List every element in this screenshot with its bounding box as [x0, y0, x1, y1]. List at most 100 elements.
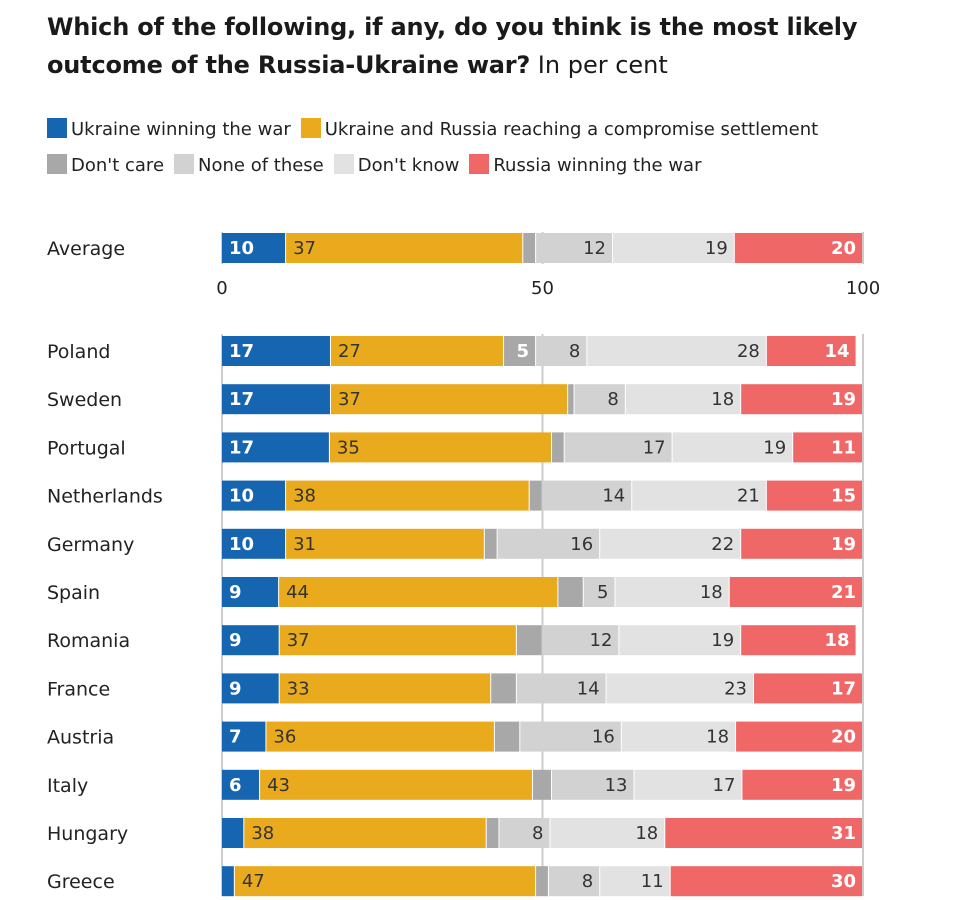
row-sweden-bar-dont_care — [568, 384, 574, 415]
row-portugal-label: Portugal — [47, 437, 126, 459]
legend-label-dont_care: Don't care — [71, 155, 165, 176]
row-austria-value-dont_know: 18 — [706, 727, 729, 748]
row-poland-value-none: 8 — [569, 341, 580, 362]
row-poland-bar-ukraine — [222, 336, 330, 366]
row-france-bar-ukraine — [222, 673, 279, 704]
row-italy-bar-ukraine — [222, 769, 260, 800]
row-hungary-value-none: 8 — [532, 823, 543, 844]
row-spain-bar-none — [583, 577, 615, 607]
row-sweden-value-russia: 19 — [831, 389, 856, 410]
row-italy-value-none: 13 — [605, 775, 628, 796]
row-netherlands-bar-dont_know — [632, 480, 766, 511]
legend-label-russia: Russia winning the war — [493, 155, 702, 176]
row-austria-value-ukraine: 7 — [229, 727, 242, 748]
row-greece-bar-dont_know — [600, 866, 670, 897]
row-romania-value-dont_know: 19 — [711, 630, 734, 651]
row-greece-bar-ukraine — [222, 866, 234, 897]
row-france-value-russia: 17 — [831, 678, 856, 699]
row-italy-label: Italy — [47, 775, 88, 797]
row-average-bar-compromise — [286, 233, 523, 263]
row-netherlands-bar-none — [542, 480, 632, 511]
row-greece-bar-dont_care — [536, 866, 548, 897]
legend-swatch-dont_know — [333, 154, 354, 174]
row-greece-label: Greece — [47, 871, 115, 893]
row-italy-value-compromise: 43 — [267, 775, 290, 796]
row-poland-bar-dont_care — [504, 336, 536, 366]
row-france-bar-dont_care — [491, 673, 516, 704]
row-spain-value-russia: 21 — [831, 582, 856, 603]
legend-swatch-dont_care — [47, 154, 67, 174]
legend-item-ukraine: Ukraine winning the war — [47, 118, 291, 140]
row-austria-label: Austria — [47, 727, 114, 749]
row-spain-bar-dont_care — [558, 577, 583, 607]
row-hungary-bar-dont_know — [550, 818, 665, 848]
row-italy-bar-dont_know — [634, 769, 742, 800]
row-spain-label: Spain — [47, 582, 100, 604]
row-average-value-ukraine: 10 — [229, 238, 254, 259]
row-austria-bar-dont_care — [494, 721, 520, 752]
row-spain-value-none: 5 — [597, 582, 608, 603]
row-hungary-bar-compromise — [244, 818, 486, 848]
row-sweden-value-dont_know: 18 — [711, 389, 734, 410]
row-austria-bar-dont_know — [621, 721, 736, 752]
legend-label-ukraine: Ukraine winning the war — [71, 119, 291, 140]
row-portugal-bar-dont_care — [552, 432, 564, 463]
row-austria-bar-none — [520, 721, 621, 752]
row-greece-value-russia: 30 — [831, 871, 856, 892]
row-italy-bar-compromise — [260, 769, 532, 800]
row-germany-bar-russia — [741, 528, 862, 559]
row-average-value-dont_know: 19 — [705, 238, 728, 259]
row-sweden-bar-dont_know — [625, 384, 741, 415]
x-tick-label-0: 0 — [216, 278, 227, 299]
legend-label-none: None of these — [198, 155, 324, 176]
row-poland-value-compromise: 27 — [338, 341, 361, 362]
row-italy-value-dont_know: 17 — [713, 775, 736, 796]
row-poland-label: Poland — [47, 341, 110, 363]
row-romania-value-compromise: 37 — [287, 630, 310, 651]
row-romania-label: Romania — [47, 630, 130, 652]
row-austria-value-none: 16 — [592, 727, 615, 748]
chart-title-question: Which of the following, if any, do you t… — [47, 13, 858, 79]
row-average-bar-russia — [734, 233, 862, 263]
legend-item-none: None of these — [174, 154, 324, 176]
row-poland-bar-none — [536, 336, 587, 366]
row-france-bar-dont_know — [606, 673, 754, 704]
row-hungary-bar-none — [499, 818, 550, 848]
legend-swatch-none — [174, 154, 195, 174]
row-hungary-label: Hungary — [47, 823, 128, 845]
row-netherlands-bar-ukraine — [222, 480, 286, 511]
row-sweden-label: Sweden — [47, 389, 122, 411]
row-netherlands-label: Netherlands — [47, 486, 163, 508]
row-portugal-value-russia: 11 — [831, 437, 856, 458]
row-germany-bar-ukraine — [222, 528, 286, 559]
row-france-bar-russia — [754, 673, 862, 704]
legend: Ukraine winning the war Ukraine and Russi… — [47, 112, 837, 184]
row-germany-bar-compromise — [286, 528, 484, 559]
row-austria-bar-russia — [736, 721, 862, 752]
row-poland-value-russia: 14 — [825, 341, 850, 362]
row-france-value-compromise: 33 — [287, 678, 310, 699]
row-portugal-bar-russia — [793, 432, 862, 463]
row-germany-value-dont_know: 22 — [711, 534, 734, 555]
row-portugal-bar-none — [564, 432, 672, 463]
row-italy-value-russia: 19 — [831, 775, 856, 796]
row-sweden-value-ukraine: 17 — [229, 389, 254, 410]
row-portugal-bar-compromise — [329, 432, 552, 463]
row-germany-bar-dont_know — [600, 528, 741, 559]
row-romania-bar-dont_care — [516, 625, 542, 656]
row-poland-bar-compromise — [330, 336, 504, 366]
row-austria-value-compromise: 36 — [273, 727, 296, 748]
x-tick-label-100: 100 — [846, 278, 880, 299]
row-hungary-value-dont_know: 18 — [635, 823, 658, 844]
row-average-bar-dont_care — [523, 233, 536, 263]
row-sweden-value-none: 8 — [607, 389, 618, 410]
row-greece-bar-none — [548, 866, 600, 897]
row-italy-bar-none — [552, 769, 634, 800]
row-france-value-dont_know: 23 — [724, 678, 747, 699]
row-germany-value-russia: 19 — [831, 534, 856, 555]
x-tick-label-50: 50 — [531, 278, 554, 299]
row-spain-value-ukraine: 9 — [229, 582, 242, 603]
row-portugal-value-ukraine: 17 — [229, 437, 254, 458]
legend-item-compromise: Ukraine and Russia reaching a compromise… — [300, 118, 818, 140]
